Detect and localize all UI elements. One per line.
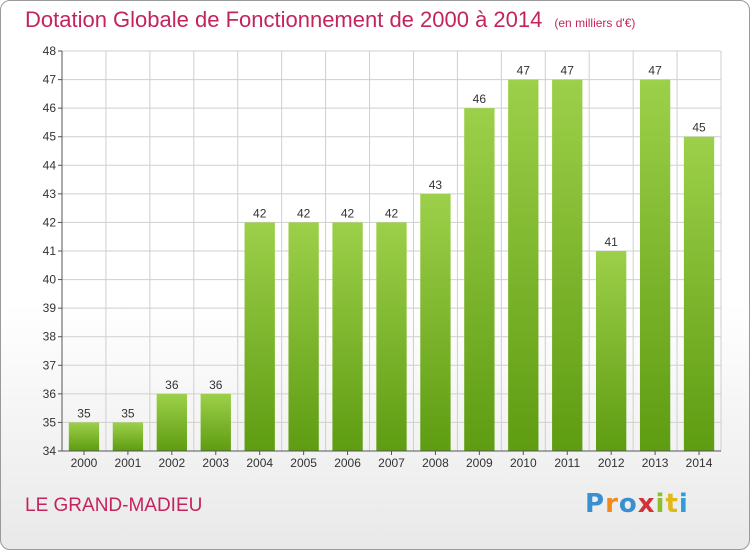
x-tick-label: 2009: [466, 456, 493, 470]
bar: [376, 222, 407, 451]
bar: [156, 393, 187, 451]
y-tick-label: 44: [43, 158, 57, 172]
y-tick-label: 40: [43, 273, 57, 287]
y-tick-label: 46: [43, 101, 57, 115]
data-label: 47: [517, 64, 531, 78]
bar: [288, 222, 319, 451]
data-label: 35: [121, 406, 135, 420]
bar: [244, 222, 275, 451]
logo-letter: P: [585, 489, 606, 519]
bar: [464, 108, 495, 452]
logo-letter: o: [618, 489, 638, 519]
y-tick-label: 34: [43, 444, 57, 458]
data-label: 42: [341, 206, 355, 220]
logo-letter: r: [605, 489, 619, 519]
x-tick-label: 2011: [554, 456, 580, 470]
y-tick-label: 47: [43, 73, 57, 87]
bar: [596, 251, 627, 451]
bar: [508, 79, 539, 452]
bar: [112, 422, 144, 451]
proxiti-logo: Proxiti: [585, 489, 689, 519]
data-label: 35: [77, 406, 91, 420]
y-tick-label: 35: [43, 415, 57, 429]
x-tick-label: 2001: [115, 456, 142, 470]
y-tick-label: 48: [43, 44, 57, 58]
data-label: 36: [165, 378, 179, 392]
x-tick-label: 2013: [642, 456, 669, 470]
data-label: 42: [297, 206, 311, 220]
bar: [683, 136, 715, 451]
x-tick-label: 2010: [510, 456, 537, 470]
x-tick-label: 2000: [71, 456, 98, 470]
y-tick-label: 39: [43, 301, 57, 315]
title-text: Dotation Globale de Fonctionnement de 20…: [25, 7, 543, 32]
data-label: 45: [692, 121, 706, 135]
data-label: 41: [604, 235, 618, 249]
logo-letter: t: [665, 489, 679, 519]
y-tick-label: 42: [43, 215, 57, 229]
x-tick-label: 2002: [158, 456, 185, 470]
data-label: 43: [429, 178, 443, 192]
bar: [200, 393, 231, 451]
y-tick-label: 36: [43, 387, 57, 401]
x-tick-label: 2006: [334, 456, 361, 470]
logo-letter: i: [678, 489, 689, 519]
data-label: 42: [253, 206, 267, 220]
x-tick-label: 2008: [422, 456, 449, 470]
x-tick-label: 2007: [378, 456, 405, 470]
y-tick-label: 38: [43, 330, 57, 344]
data-label: 47: [648, 64, 662, 78]
data-label: 47: [561, 64, 575, 78]
y-tick-label: 41: [43, 244, 57, 258]
logo-letter: i: [655, 489, 666, 519]
y-tick-label: 45: [43, 130, 57, 144]
x-tick-label: 2012: [598, 456, 625, 470]
chart-title: Dotation Globale de Fonctionnement de 20…: [25, 7, 635, 33]
bar: [639, 79, 671, 452]
x-tick-label: 2003: [202, 456, 229, 470]
commune-name: LE GRAND-MADIEU: [25, 495, 203, 516]
unit-label: (en milliers d'€): [554, 16, 636, 30]
data-label: 46: [473, 92, 487, 106]
bar: [68, 422, 100, 451]
bar: [552, 79, 583, 452]
y-tick-label: 43: [43, 187, 57, 201]
data-label: 42: [385, 206, 399, 220]
x-tick-label: 2014: [686, 456, 713, 470]
x-tick-label: 2005: [290, 456, 317, 470]
bar: [420, 193, 451, 451]
data-label: 36: [209, 378, 223, 392]
y-tick-label: 37: [43, 358, 57, 372]
bar: [332, 222, 363, 451]
x-tick-label: 2004: [246, 456, 273, 470]
logo-letter: x: [637, 489, 656, 519]
